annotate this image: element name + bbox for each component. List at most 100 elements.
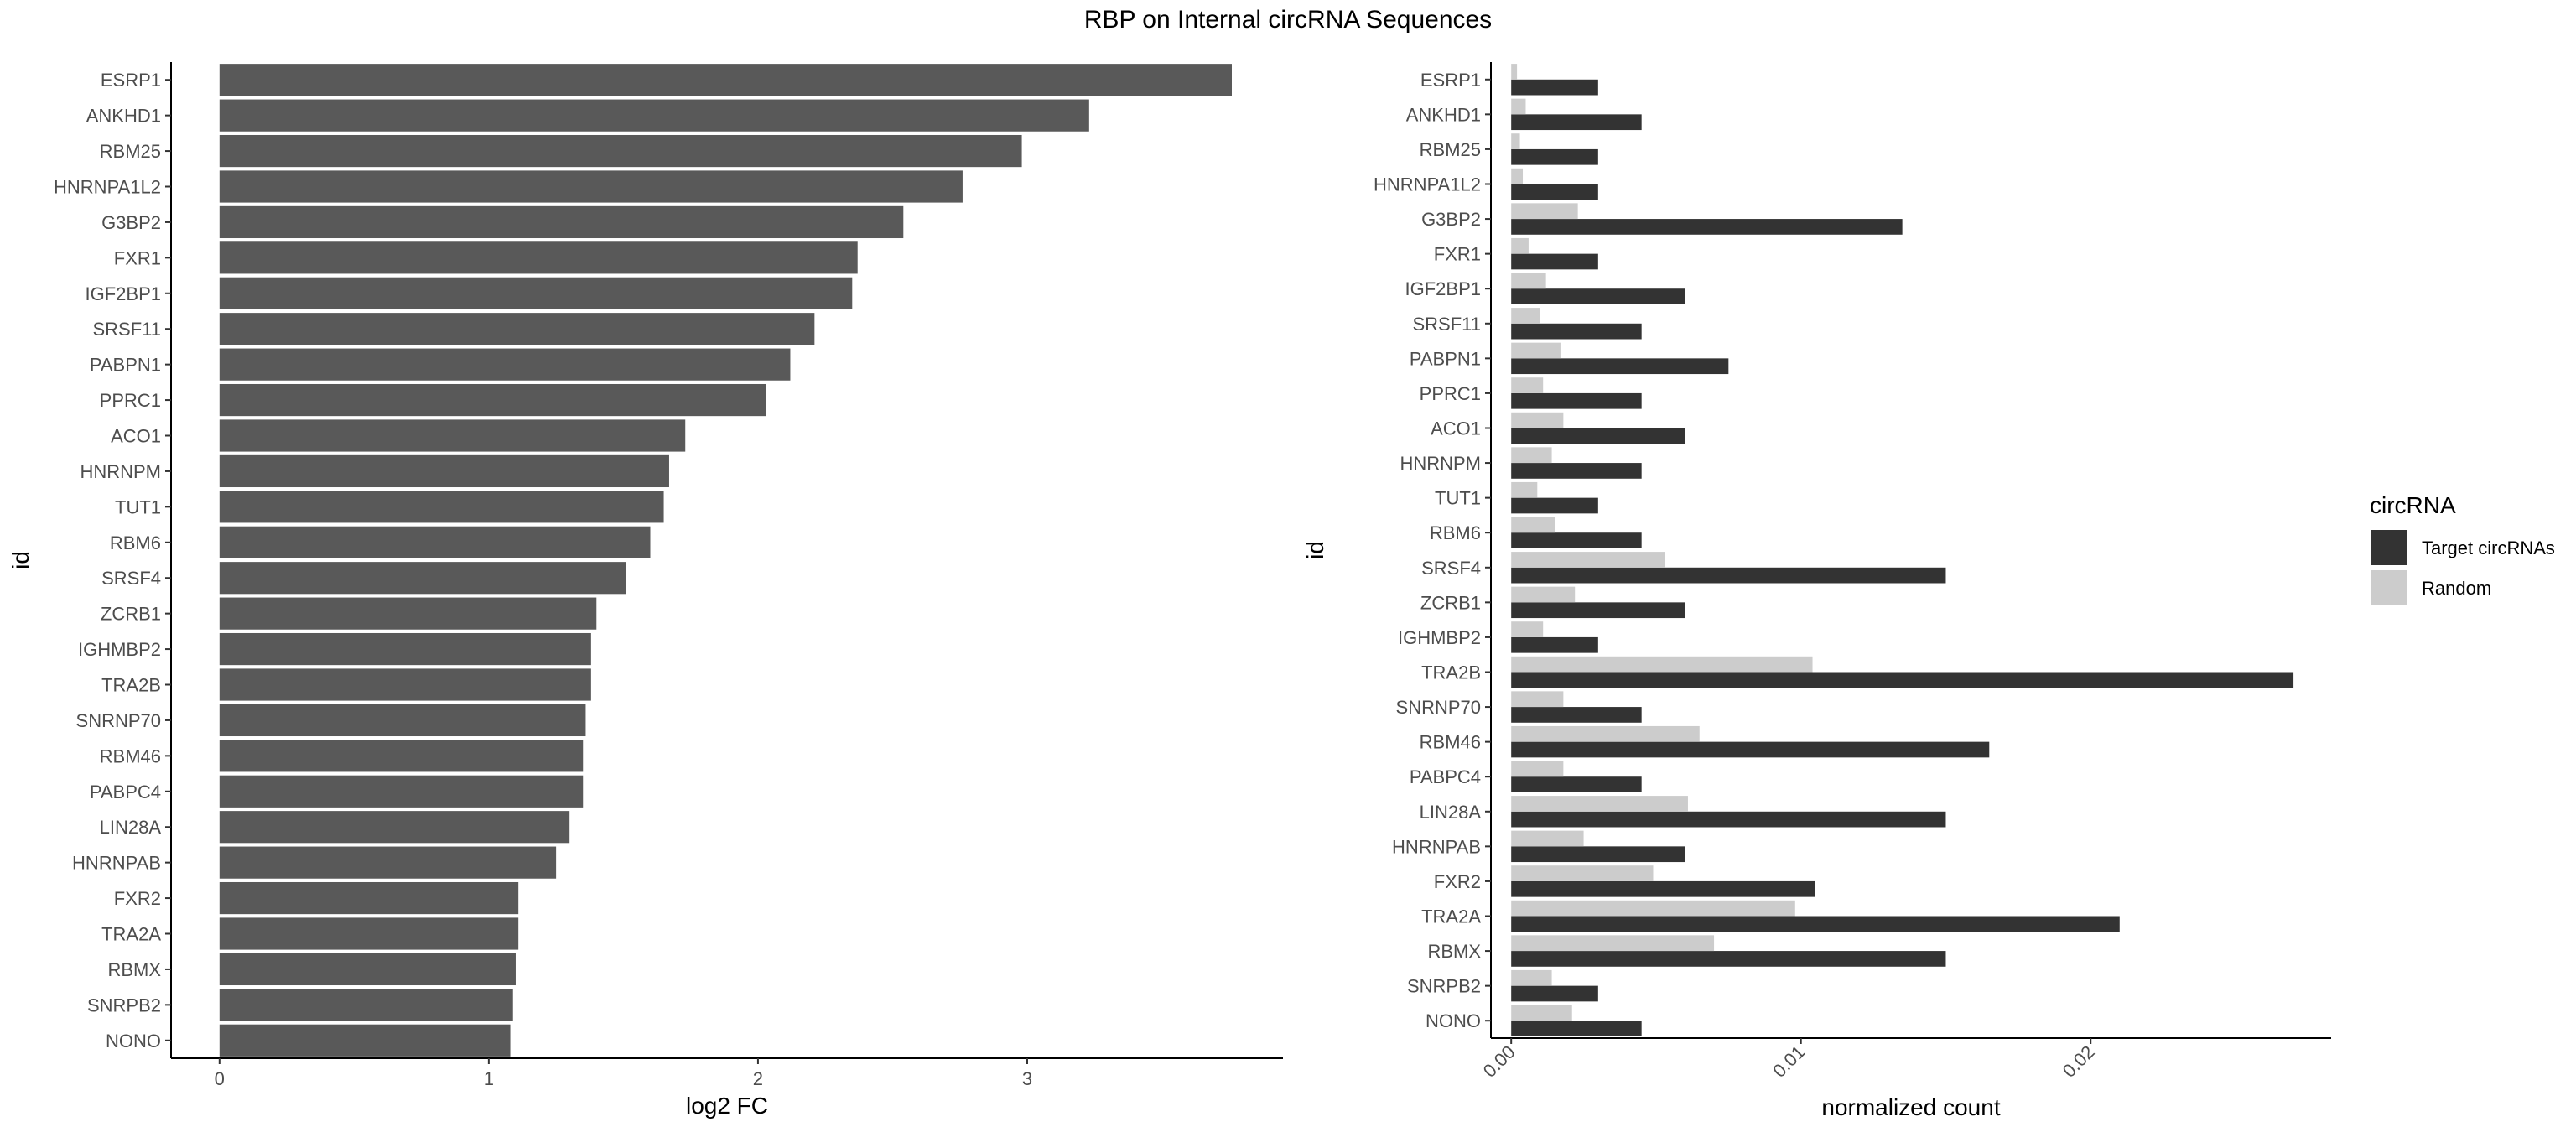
y-tick-label: RBM6 [110, 532, 161, 553]
bar-tut1 [219, 491, 664, 523]
bar-ighmbp2 [219, 632, 591, 666]
bar-target-rbm46 [1511, 741, 1990, 758]
y-tick-label: IGHMBP2 [78, 639, 161, 660]
x-tick-label: 3 [1022, 1068, 1032, 1089]
bar-random-fxr2 [1511, 865, 1654, 881]
bar-target-rbm25 [1511, 148, 1598, 165]
legend-swatch-target [2371, 530, 2407, 565]
x-tick-label: 2 [753, 1068, 763, 1089]
y-axis-title: id [8, 551, 34, 569]
y-tick-label: PABPN1 [1410, 348, 1481, 369]
y-tick-label: HNRNPAB [72, 853, 161, 874]
bar-esrp1 [219, 64, 1232, 96]
bar-random-aco1 [1511, 412, 1564, 428]
bar-snrpb2 [219, 989, 513, 1021]
y-tick-label: RBM46 [1420, 732, 1481, 753]
bar-target-zcrb1 [1511, 602, 1685, 619]
y-tick-label: G3BP2 [1421, 209, 1481, 230]
bar-random-hnrnpa1l2 [1511, 168, 1524, 184]
y-tick-label: G3BP2 [101, 212, 161, 233]
bar-target-esrp1 [1511, 79, 1598, 96]
bar-target-pabpn1 [1511, 358, 1729, 375]
bar-random-lin28a [1511, 796, 1688, 812]
bar-target-rbm6 [1511, 532, 1642, 548]
y-tick-label: ACO1 [111, 426, 161, 447]
y-tick-label: ESRP1 [1420, 70, 1481, 91]
x-tick-label: 0.00 [1479, 1041, 1519, 1082]
y-tick-label: PABPC4 [1410, 766, 1481, 787]
bar-target-snrnp70 [1511, 707, 1642, 723]
y-tick-label: SRSF4 [1421, 558, 1481, 579]
bar-aco1 [219, 419, 686, 452]
y-axis-title: id [1302, 541, 1328, 559]
bar-target-aco1 [1511, 428, 1685, 444]
bar-random-pabpn1 [1511, 342, 1561, 359]
y-tick-label: TRA2A [1421, 906, 1481, 927]
bar-tra2b [219, 668, 591, 701]
bar-pprc1 [219, 383, 766, 417]
bar-target-tra2a [1511, 916, 2120, 932]
bar-zcrb1 [219, 597, 597, 630]
bar-hnrnpm [219, 454, 669, 488]
bar-fxr2 [219, 881, 519, 915]
legend-label-random: Random [2422, 578, 2491, 599]
y-tick-label: SRSF4 [101, 568, 161, 589]
y-tick-label: ZCRB1 [1420, 592, 1481, 613]
right-panel: ESRP1 ANKHD1 RBM25 HNRNPA1L2 G3BP2 FXR1 IGF2BP… [1302, 62, 2331, 1120]
y-tick-label: IGF2BP1 [1405, 278, 1481, 299]
bar-random-rbm25 [1511, 133, 1520, 149]
y-tick-label: HNRNPA1L2 [54, 177, 161, 198]
y-tick-label: SRSF11 [92, 319, 161, 340]
bar-target-g3bp2 [1511, 219, 1903, 235]
bar-random-snrnp70 [1511, 691, 1564, 708]
y-tick-label: HNRNPA1L2 [1374, 174, 1481, 195]
bar-srsf4 [219, 562, 626, 595]
y-tick-label: PPRC1 [100, 390, 161, 411]
y-tick-label: FXR2 [1434, 871, 1481, 892]
y-tick-label: ZCRB1 [101, 604, 161, 625]
bar-random-rbm6 [1511, 517, 1555, 533]
y-tick-label: TRA2B [101, 675, 161, 696]
y-tick-label: ANKHD1 [1406, 104, 1481, 125]
bar-random-rbmx [1511, 935, 1715, 952]
bar-random-hnrnpm [1511, 447, 1552, 464]
bar-random-tut1 [1511, 481, 1538, 498]
bar-target-nono [1511, 1021, 1642, 1036]
bar-rbm6 [219, 526, 651, 558]
y-tick-label: SNRNP70 [76, 710, 161, 731]
x-tick-label: 0 [215, 1068, 225, 1089]
bar-target-srsf4 [1511, 567, 1946, 584]
y-tick-label: NONO [106, 1031, 161, 1052]
bar-pabpn1 [219, 348, 791, 381]
legend-swatch-random [2371, 570, 2407, 605]
y-tick-label: SNRPB2 [1407, 976, 1481, 997]
bar-srsf11 [219, 313, 815, 345]
y-tick-label: TRA2A [101, 924, 161, 945]
y-tick-label: RBM6 [1430, 522, 1481, 543]
legend-label-target: Target circRNAs [2422, 538, 2555, 558]
x-axis-title: normalized count [1821, 1094, 2000, 1120]
bar-random-tra2a [1511, 900, 1795, 917]
bar-g3bp2 [219, 205, 904, 239]
y-tick-label: RBMX [107, 959, 161, 980]
bar-ankhd1 [219, 99, 1089, 132]
y-tick-label: TUT1 [115, 496, 161, 517]
left-panel: ESRP1 ANKHD1 RBM25 HNRNPA1L2 G3BP2 FXR1 IGF2BP… [8, 62, 1283, 1119]
bar-rbm46 [219, 740, 584, 772]
bar-igf2bp1 [219, 277, 853, 309]
bar-target-lin28a [1511, 811, 1946, 828]
y-tick-label: SNRNP70 [1396, 697, 1481, 718]
bar-target-tra2b [1511, 672, 2294, 688]
bar-random-srsf4 [1511, 552, 1665, 568]
y-tick-label: FXR2 [114, 888, 161, 909]
bar-target-hnrnpm [1511, 463, 1642, 479]
y-tick-label: RBM25 [1420, 139, 1481, 160]
bar-pabpc4 [219, 775, 584, 808]
y-tick-label: TRA2B [1421, 662, 1481, 683]
x-tick-label: 0.01 [1768, 1041, 1809, 1082]
y-tick-label: HNRNPM [80, 461, 161, 482]
y-tick-label: FXR1 [114, 247, 161, 268]
y-tick-label: IGF2BP1 [86, 283, 161, 304]
legend: circRNA Target circRNAs Random [2370, 492, 2555, 605]
